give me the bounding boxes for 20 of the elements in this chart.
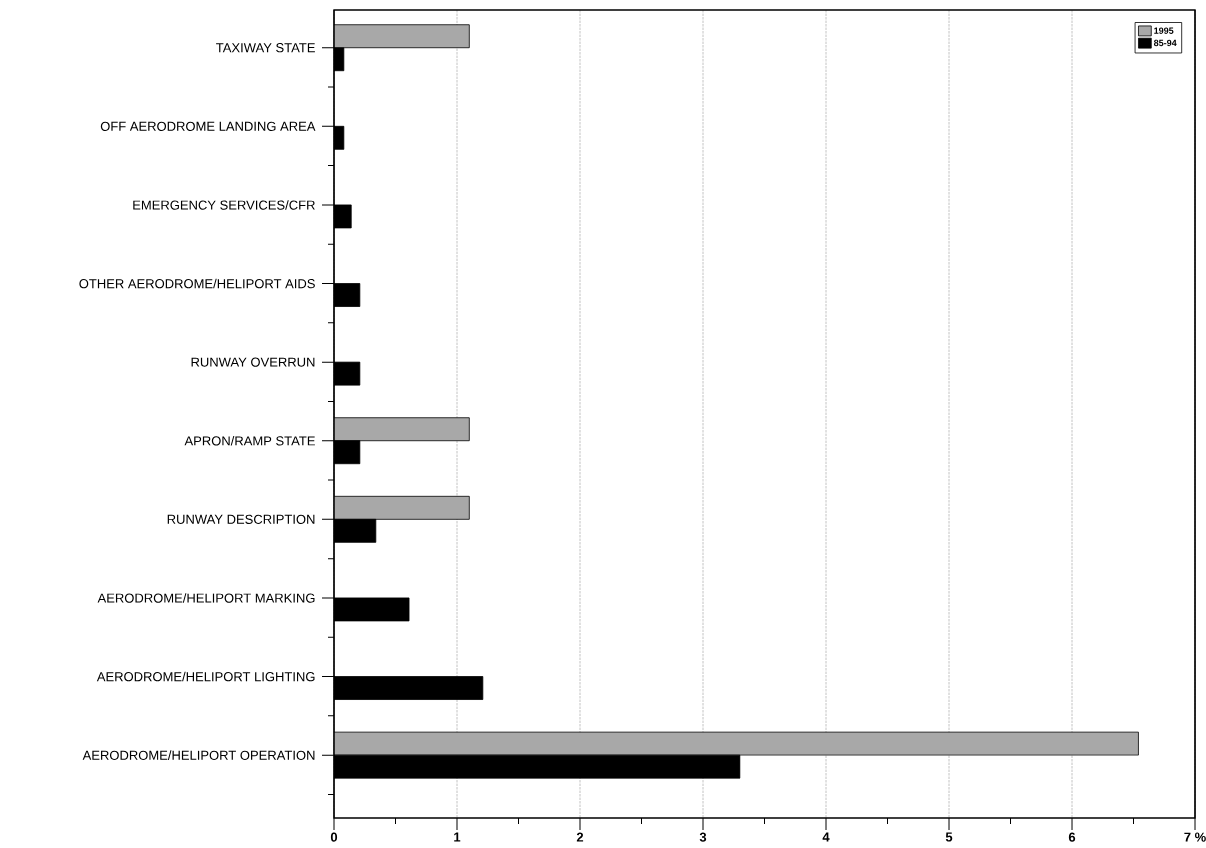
legend-label: 1995 [1154,27,1174,34]
y-tick-label: AERODROME/HELIPORT LIGHTING [96,671,315,682]
y-tick-label: OTHER AERODROME/HELIPORT AIDS [79,278,315,289]
x-tick-label: 2 [576,832,584,842]
y-tick-label: EMERGENCY SERVICES/CFR [133,200,315,210]
x-tick-label: 7 % [1184,832,1206,842]
y-tick-label: AERODROME/HELIPORT MARKING [97,593,315,603]
x-tick-label: 0 [330,832,338,842]
x-tick-label: 4 [822,832,830,842]
x-tick-label: 3 [699,832,707,842]
y-tick-label: RUNWAY DESCRIPTION [167,514,315,524]
y-tick-label: AERODROME/HELIPORT OPERATION [82,750,315,760]
legend-label: 85-94 [1153,39,1177,47]
y-tick-label: TAXIWAY STATE [216,43,315,53]
x-tick-label: 1 [454,832,461,842]
y-tick-label: RUNWAY OVERRUN [191,357,315,367]
x-tick-label: 5 [945,832,953,842]
y-tick-label: APRON/RAMP STATE [184,435,315,446]
y-tick-label: OFF AERODROME LANDING AREA [100,121,316,131]
x-tick-label: 6 [1068,832,1076,842]
